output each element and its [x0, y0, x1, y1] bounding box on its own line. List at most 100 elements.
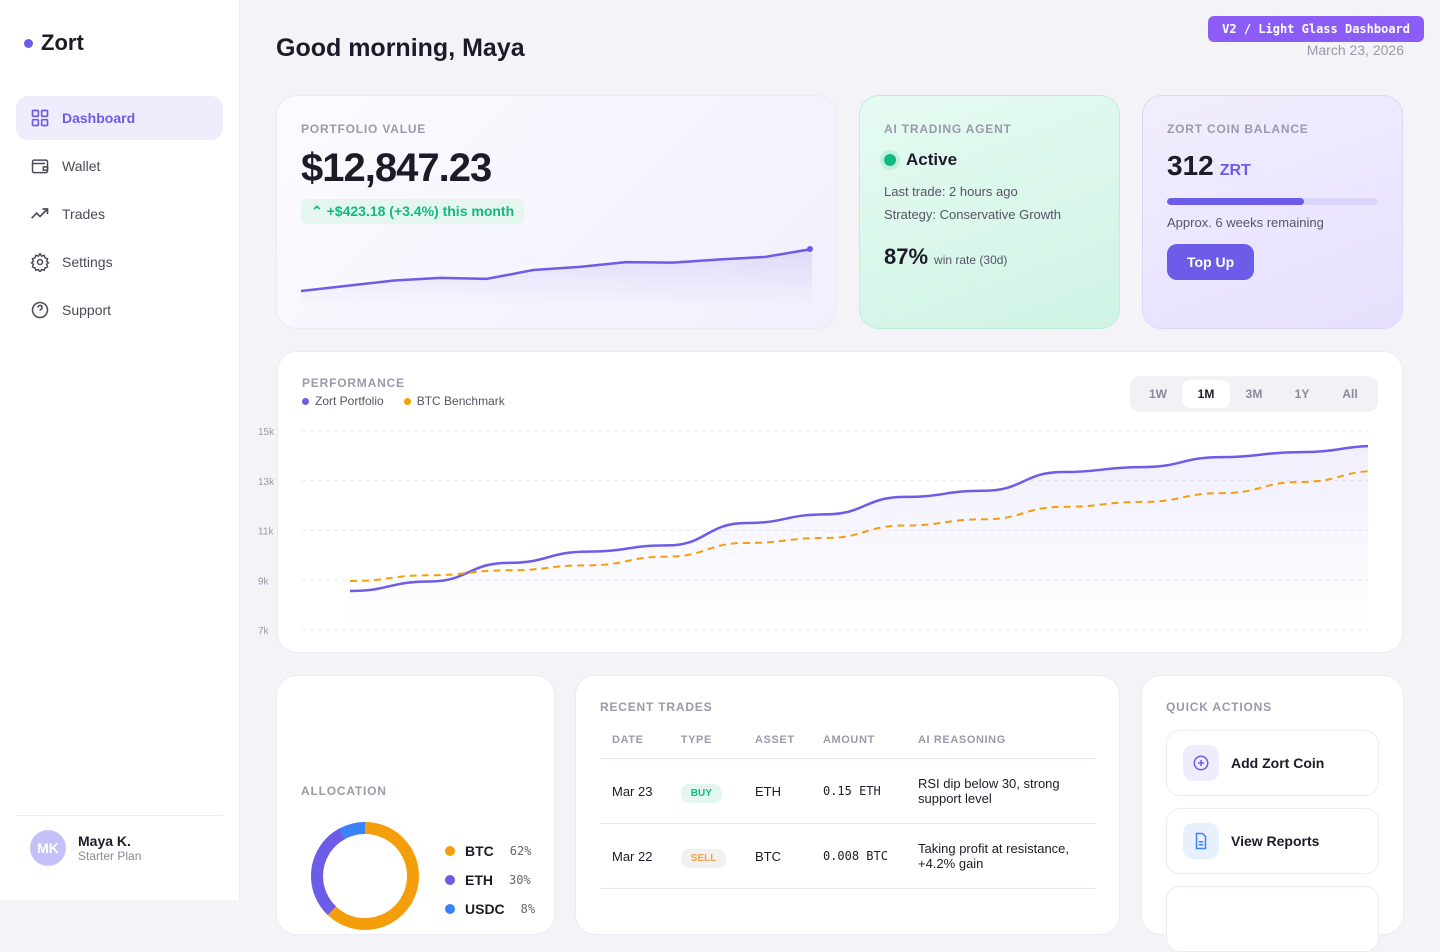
sidebar-item-wallet[interactable]: Wallet — [16, 144, 223, 188]
card-label: AI TRADING AGENT — [884, 122, 1012, 136]
add-zort-coin-button[interactable]: Add Zort Coin — [1166, 730, 1379, 796]
win-rate: 87% — [884, 244, 929, 269]
y-tick-label: 9k — [258, 576, 270, 587]
legend-label: BTC Benchmark — [416, 394, 505, 408]
column-header: ASSET — [743, 728, 811, 759]
coin-amount: 312 — [1167, 150, 1214, 181]
table-row[interactable]: Mar 22 SELL BTC 0.008 BTC Taking profit at r… — [600, 823, 1096, 889]
portfolio-sparkline — [301, 246, 813, 306]
sidebar-item-dashboard[interactable]: Dashboard — [16, 96, 223, 140]
sidebar-nav: Dashboard Wallet Trades Settings Support — [16, 96, 223, 336]
coin-balance-card: ZORT COIN BALANCE 312 ZRT Approx. 6 weeks… — [1142, 95, 1403, 329]
range-tab[interactable]: 1Y — [1294, 387, 1310, 401]
action-label: Add Zort Coin — [1231, 755, 1325, 771]
cell-type: SELL — [668, 823, 743, 889]
user-plan: Starter Plan — [78, 849, 142, 863]
legend-item: BTC Benchmark — [403, 394, 505, 408]
action-label: View Reports — [1231, 833, 1320, 849]
quick-action-partial[interactable] — [1166, 886, 1379, 952]
document-icon — [1183, 823, 1219, 859]
sparkline-end-point — [807, 246, 813, 252]
column-header: AMOUNT — [810, 728, 906, 759]
sidebar-item-trades[interactable]: Trades — [16, 192, 223, 236]
performance-chart: 15k 13k 11k 9k 7k — [258, 427, 1368, 637]
cell-asset: BTC — [743, 823, 811, 889]
plus-circle-icon — [1183, 745, 1219, 781]
cell-date: Mar 22 — [600, 823, 669, 889]
allocation-legend: BTC 62% ETH 30% USDC 8% — [445, 836, 535, 923]
card-label: RECENT TRADES — [600, 700, 713, 714]
sidebar-item-label: Dashboard — [62, 110, 136, 126]
ai-agent-card: AI TRADING AGENT Active Last trade: 2 ho… — [859, 95, 1120, 329]
coin-unit: ZRT — [1219, 162, 1251, 179]
y-tick-label: 13k — [258, 477, 275, 488]
portfolio-value: $12,847.23 — [301, 146, 492, 190]
version-badge: V2 / Light Glass Dashboard — [1208, 16, 1424, 42]
allocation-item: USDC 8% — [445, 894, 535, 923]
sidebar-item-settings[interactable]: Settings — [16, 240, 223, 284]
column-header: TYPE — [668, 728, 743, 759]
chart-legend: Zort Portfolio BTC Benchmark — [302, 394, 1378, 408]
series-line-zort-portfolio — [349, 444, 1368, 593]
range-tab[interactable]: 1W — [1149, 387, 1167, 401]
status-dot-icon — [884, 154, 896, 166]
coin-progress-fill — [1167, 198, 1305, 205]
y-tick-label: 7k — [258, 626, 270, 637]
range-tab[interactable]: All — [1342, 387, 1358, 401]
top-up-button[interactable]: Top Up — [1167, 244, 1255, 280]
range-tab[interactable]: 1M — [1182, 380, 1230, 408]
gear-icon — [30, 252, 50, 272]
sparkline-line — [301, 247, 813, 293]
cell-date: Mar 23 — [600, 758, 669, 824]
recent-trades-card: RECENT TRADES DATE TYPE ASSET AMOUNT AI REAS… — [575, 675, 1120, 935]
legend-dot-icon — [445, 845, 455, 856]
change-text: +$423.18 (+3.4%) this month — [326, 203, 515, 219]
portfolio-area — [350, 446, 1368, 630]
coin-remaining: Approx. 6 weeks remaining — [1167, 215, 1324, 230]
current-date: March 23, 2026 — [1306, 42, 1404, 58]
sidebar-item-label: Settings — [62, 254, 113, 270]
logo[interactable]: Zort — [24, 30, 84, 56]
table-row[interactable]: Mar 23 BUY ETH 0.15 ETH RSI dip below 30, st… — [600, 758, 1096, 824]
win-rate-label: win rate (30d) — [934, 253, 1008, 267]
legend-item: Zort Portfolio — [302, 394, 384, 408]
cell-asset: ETH — [743, 758, 811, 824]
trades-table: DATE TYPE ASSET AMOUNT AI REASONING Mar 23 BU… — [600, 728, 1096, 889]
legend-dot-icon — [445, 903, 455, 914]
sidebar-item-label: Trades — [62, 206, 106, 222]
agent-status: Active — [906, 150, 958, 169]
asset-pct: 30% — [509, 872, 531, 887]
asset-pct: 62% — [509, 843, 532, 858]
performance-card: PERFORMANCE Zort Portfolio BTC Benchmark… — [258, 351, 1403, 653]
allocation-card: ALLOCATION BTC 62% ETH 30% USDC 8% — [276, 675, 555, 935]
app-name: Zort — [41, 30, 84, 55]
sidebar-item-label: Wallet — [62, 158, 101, 174]
card-label: ALLOCATION — [301, 784, 387, 798]
asset-name: USDC — [465, 900, 505, 917]
card-label: ZORT COIN BALANCE — [1167, 122, 1309, 136]
view-reports-button[interactable]: View Reports — [1166, 808, 1379, 874]
y-tick-label: 11k — [258, 527, 274, 538]
card-label: QUICK ACTIONS — [1166, 700, 1272, 714]
quick-actions-card: QUICK ACTIONS Add Zort Coin View Reports — [1141, 675, 1404, 952]
portfolio-value-card: PORTFOLIO VALUE $12,847.23 ⌃ +$423.18 (+… — [276, 95, 837, 329]
sidebar: Zort Dashboard Wallet Trades Settings Su… — [0, 0, 240, 900]
column-header: DATE — [600, 728, 669, 759]
legend-dot-icon — [445, 874, 455, 885]
sparkline-area — [301, 249, 812, 306]
cell-reason: Taking profit at resistance, +4.2% gain — [906, 823, 1096, 889]
grid-icon — [31, 109, 49, 127]
range-tab[interactable]: 3M — [1245, 387, 1263, 401]
trending-up-icon — [31, 208, 49, 219]
card-label: PORTFOLIO VALUE — [301, 122, 427, 136]
cell-amount: 0.15 ETH — [810, 758, 906, 824]
allocation-item: ETH 30% — [445, 865, 535, 894]
page-title: Good morning, Maya — [276, 34, 525, 62]
sidebar-item-label: Support — [62, 302, 112, 318]
user-name: Maya K. — [78, 833, 131, 849]
legend-dot-icon — [302, 398, 309, 405]
y-tick-label: 15k — [258, 427, 275, 438]
user-profile[interactable]: MK Maya K. Starter Plan — [16, 815, 223, 866]
sidebar-item-support[interactable]: Support — [16, 288, 223, 332]
asset-name: BTC — [465, 842, 494, 859]
